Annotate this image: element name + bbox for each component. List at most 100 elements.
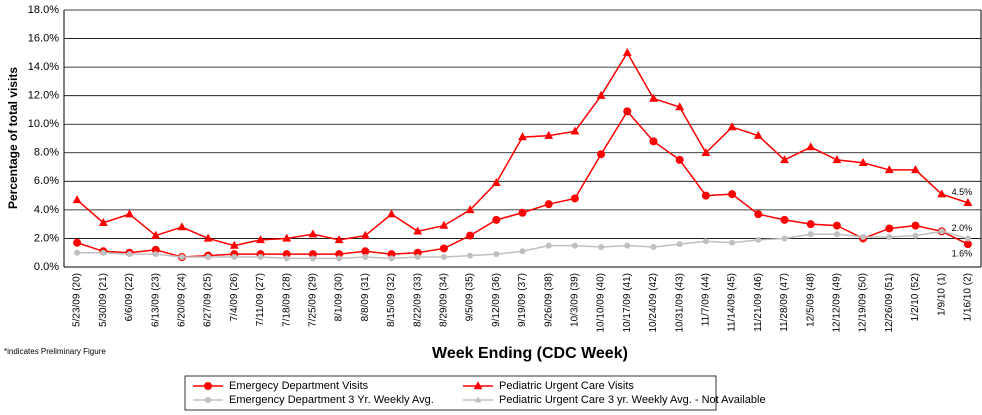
data-point [440,254,447,261]
data-point [886,234,893,241]
x-tick-label: 7/11/09 (27) [255,273,266,326]
data-point [308,250,317,259]
data-point [413,248,422,257]
y-tick-label: 2.0% [34,232,59,244]
data-point [282,250,291,259]
data-label: 4.5% [952,187,973,197]
data-point [309,255,316,262]
data-point [545,242,552,249]
data-point [519,248,526,255]
data-point [728,190,737,199]
x-tick-label: 10/3/09 (39) [570,273,581,327]
data-point [781,235,788,242]
x-tick-label: 6/6/09 (22) [124,273,135,321]
data-point [439,244,448,253]
data-point [466,231,475,240]
data-point [833,231,840,238]
legend-marker [474,396,482,403]
data-point [754,210,763,219]
data-point [675,102,685,111]
x-tick-label: 7/18/09 (28) [281,273,292,327]
data-point [912,232,919,239]
data-point [465,205,475,214]
data-label: 2.0% [952,223,973,233]
x-tick-label: 11/14/09 (45) [727,273,738,332]
data-point [388,255,395,262]
data-point [884,165,894,174]
x-tick-label: 11/21/09 (46) [753,273,764,332]
data-point [467,252,474,259]
data-point [151,230,161,239]
legend-label: Pediatric Urgent Care 3 yr. Weekly Avg. … [499,394,766,406]
data-point [755,236,762,243]
data-point [283,255,290,262]
data-point [256,235,265,244]
x-tick-label: 1/16/10 (2) [963,273,974,321]
data-point [571,242,578,249]
data-point [753,130,763,139]
data-point [491,177,501,186]
data-point [702,238,709,245]
data-point [622,48,632,57]
x-tick-label: 12/26/09 (51) [884,273,895,333]
data-point [597,150,606,159]
y-tick-label: 12.0% [28,90,59,102]
data-point [544,130,554,139]
data-point [806,220,815,229]
y-tick-label: 14.0% [28,61,59,73]
data-point [178,254,185,261]
data-point [727,122,737,131]
data-point [860,234,867,241]
data-point [387,250,396,259]
data-point [832,155,842,164]
y-tick-label: 10.0% [28,118,59,130]
data-point [100,249,107,256]
data-point [780,215,789,224]
data-point [74,249,81,256]
data-point [492,215,501,224]
x-tick-label: 7/25/09 (29) [308,273,319,327]
data-point [623,107,632,116]
data-point [701,147,711,156]
data-point [518,208,527,217]
data-point [336,255,343,262]
x-tick-label: 6/27/09 (25) [203,273,214,327]
x-tick-label: 9/26/09 (38) [543,273,554,327]
legend-marker [205,397,211,403]
data-point [308,229,318,238]
x-tick-label: 6/13/09 (23) [150,273,161,327]
data-point [649,93,658,102]
data-point [126,251,133,258]
data-point [335,250,344,259]
x-tick-label: 1/9/10 (1) [936,273,947,316]
x-tick-label: 12/12/09 (49) [832,273,843,333]
data-point [649,137,658,146]
data-point [544,200,553,209]
data-point [911,165,920,174]
data-point [780,155,789,164]
data-point [570,194,579,203]
data-point [938,228,945,235]
x-tick-label: 11/7/09 (44) [701,273,712,326]
x-tick-label: 10/17/09 (41) [622,273,633,333]
data-point [911,221,920,230]
x-tick-label: 8/29/09 (34) [439,273,450,327]
data-point [439,220,449,229]
x-tick-label: 11/28/09 (47) [779,273,790,332]
data-point [203,233,213,242]
y-tick-label: 16.0% [28,32,59,44]
legend-label: Emergecy Department Visits [229,380,369,392]
data-point [858,157,868,166]
data-point [413,226,423,235]
x-tick-label: 12/19/09 (50) [858,273,869,333]
x-tick-label: 8/22/09 (33) [412,273,423,327]
data-point [152,251,159,258]
data-point [650,244,657,251]
legend-label: Pediatric Urgent Care Visits [499,380,634,392]
y-tick-label: 6.0% [34,175,59,187]
y-tick-label: 4.0% [34,204,59,216]
x-tick-label: 8/1/09 (30) [334,273,345,321]
data-point [334,235,344,244]
data-point [282,233,292,242]
